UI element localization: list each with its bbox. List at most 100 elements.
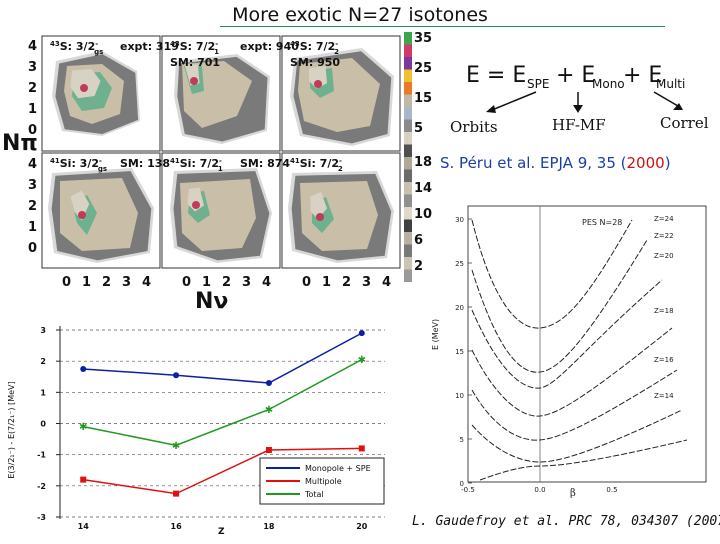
colorbar-swatch (404, 132, 412, 145)
contour-panel-state-label: 41Si: 3/2-gs (50, 157, 107, 173)
pes-curve-label: Z=18 (654, 307, 674, 315)
colorbar-swatch (404, 119, 412, 132)
pes-y-label: E (MeV) (432, 319, 440, 350)
contour-figure: 43S: 3/2-gs 43S: 7/2-1 expt: 319 SM: 701 43S… (0, 28, 440, 314)
y-axis-label: Nπ (2, 131, 38, 156)
line-chart-y-label: E(3/2₁⁻) - E(7/2₁⁻) [MeV] (7, 381, 16, 478)
pes-y-tick: 5 (460, 436, 464, 444)
arrowhead-hfmf-icon (573, 105, 583, 113)
line-chart-y-tick: 3 (40, 326, 46, 335)
y-tick-label: 4 (28, 39, 37, 54)
line-chart-series-line (83, 358, 363, 447)
colorbar-swatch (404, 57, 412, 70)
colorbar-swatch (404, 169, 412, 182)
pes-x-tick: 0.0 (534, 486, 545, 494)
line-chart-x-label: Z (218, 527, 225, 537)
line-chart-x-tick: 20 (356, 522, 368, 531)
x-tick-label: 1 (322, 275, 331, 290)
contour-panel-state-label: 43S: 3/2-gs (50, 40, 103, 56)
contour-panel-state-label: 43S: 7/2-1 (170, 40, 219, 56)
colorbar-swatch (404, 244, 412, 257)
pes-curve-label: Z=22 (654, 232, 674, 240)
pes-curve (471, 279, 663, 389)
y-tick-label: 0 (28, 123, 37, 138)
line-chart-legend-label: Multipole (305, 477, 342, 486)
colorbar-swatch (404, 194, 412, 207)
x-tick-label: 3 (242, 275, 251, 290)
contour-panel-energy-line1: expt: 940 (240, 40, 299, 53)
line-chart-legend-label: Total (304, 490, 324, 499)
line-chart-y-tick: -2 (37, 482, 46, 491)
pes-curve-labels: Z=24 Z=22 Z=20 Z=18 Z=16 Z=14 (654, 215, 674, 400)
line-chart-legend: Monopole + SPE Multipole Total (259, 457, 385, 505)
equation-sub-spe: SPE (527, 77, 549, 91)
colorbar-swatch (404, 69, 412, 82)
colorbar-swatch (404, 32, 412, 45)
pes-x-ticks: -0.5 0.0 0.5 (461, 486, 617, 494)
pes-y-tick: 15 (455, 348, 464, 356)
x-tick-label: 3 (362, 275, 371, 290)
colorbar-swatch (404, 94, 412, 107)
title-underline (220, 26, 665, 27)
pes-y-tick: 30 (455, 216, 464, 224)
contour-panel-s43-gs: 43S: 3/2-gs (41, 35, 161, 152)
x-tick-label: 3 (122, 275, 131, 290)
pes-curve-label: Z=16 (654, 356, 674, 364)
line-chart-y-tick: -3 (37, 513, 46, 522)
line-chart-point (173, 372, 180, 379)
line-chart-point (358, 445, 365, 452)
contour-peak-marker (192, 201, 200, 209)
contour-peak-marker (80, 84, 88, 92)
colorbar-tick-label: 2 (414, 259, 423, 274)
line-chart-series-line (83, 332, 363, 384)
x-tick-label: 4 (142, 275, 151, 290)
reference-peru-text: S. Péru et al. EPJA 9, 35 ( (440, 154, 627, 172)
x-tick-label: 2 (222, 275, 231, 290)
arrow-correl (653, 91, 679, 107)
line-chart-x-tick: 16 (171, 522, 183, 531)
colorbar-tick-label: 10 (414, 207, 432, 222)
colorbar-swatch (404, 219, 412, 232)
pes-curve (471, 219, 633, 329)
colorbar: 35 25 15 5 18 14 10 6 2 (404, 31, 432, 282)
line-chart-y-tick: 2 (40, 357, 46, 366)
line-chart-point (358, 330, 365, 337)
pes-title: PES N=28 (582, 218, 622, 227)
colorbar-swatch (404, 269, 412, 282)
pes-curve (471, 327, 673, 417)
slide-title: More exotic N=27 isotones (232, 4, 488, 26)
y-tick-label: 1 (28, 220, 37, 235)
contour-panel-si41-gs: 41Si: 3/2-gs (41, 152, 161, 269)
colorbar-tick-label: 14 (414, 181, 432, 196)
line-chart: 3 2 1 0 -1 -2 -3 14 16 18 20 ✱ ✱ ✱ ✱ Z E(3/2₁⁻) - E(7… (0, 310, 400, 540)
colorbar-tick-label: 6 (414, 233, 423, 248)
contour-panel-energy-line1: expt: 319 (120, 40, 179, 53)
line-chart-x-tick: 14 (78, 522, 90, 531)
colorbar-swatch (404, 107, 412, 120)
line-chart-point: ✱ (265, 405, 273, 416)
colorbar-tick-label: 35 (414, 31, 432, 46)
pes-y-tick: 20 (455, 304, 464, 312)
equation-lhs: E = E (466, 63, 526, 88)
pes-curve (479, 439, 688, 481)
colorbar-swatch (404, 232, 412, 245)
contour-panel-state-label: 41Si: 7/2-1 (170, 157, 223, 173)
contour-peak-marker (316, 213, 324, 221)
line-chart-point (265, 446, 272, 453)
y-tick-label: 1 (28, 102, 37, 117)
pes-y-ticks: 30 25 20 15 10 5 0 (455, 216, 472, 488)
pes-x-tick: 0.5 (606, 486, 617, 494)
colorbar-swatch (404, 144, 412, 157)
pes-figure: PES N=28 30 25 20 15 10 5 0 -0.5 0.0 0.5 E (MeV)… (431, 180, 720, 500)
contour-panel-si41-72-2: 41Si: 7/2-2SM: 874 (240, 152, 401, 269)
pes-x-tick: -0.5 (461, 486, 475, 494)
equation-sub-mono: Mono (592, 77, 625, 91)
contour-peak-marker (314, 80, 322, 88)
label-correl: Correl (660, 114, 709, 132)
reference-peru-close: ) (664, 154, 671, 172)
x-axis-label: Nν (195, 289, 228, 313)
contour-panel-energy-line1: SM: 138 (120, 157, 170, 170)
x-tick-label: 1 (202, 275, 211, 290)
